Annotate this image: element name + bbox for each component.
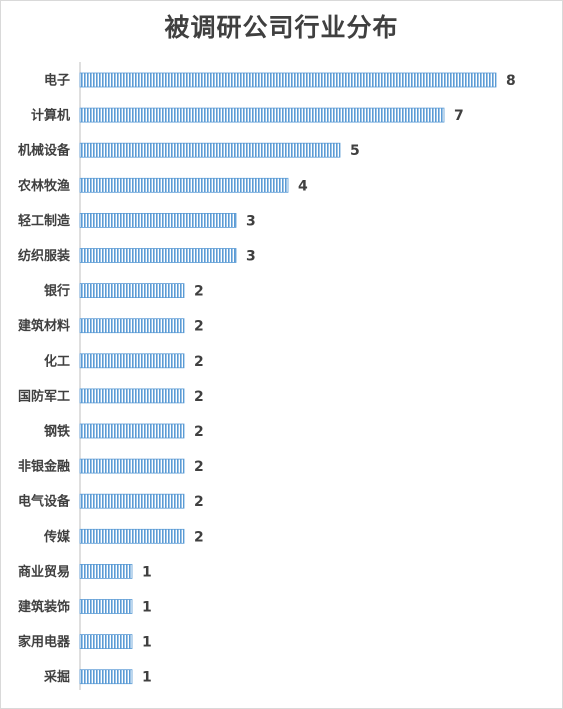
bar (79, 634, 133, 649)
category-label: 农林牧渔 (17, 178, 70, 194)
bar (79, 388, 185, 404)
data-label: 1 (142, 635, 152, 651)
category-label: 建筑装饰 (18, 599, 70, 615)
bar (79, 72, 497, 88)
bar (79, 212, 237, 228)
data-label: 2 (194, 389, 204, 405)
data-label: 5 (350, 143, 360, 159)
data-label: 2 (194, 494, 204, 510)
category-label: 机械设备 (18, 143, 71, 159)
data-label: 3 (246, 213, 256, 229)
bar (79, 142, 341, 158)
category-label: 电子 (44, 73, 70, 89)
category-label: 化工 (44, 353, 70, 369)
bar (79, 669, 133, 685)
category-label: 纺织服装 (18, 248, 70, 264)
category-label: 电气设备 (18, 494, 71, 510)
category-label: 银行 (44, 283, 70, 299)
bar (79, 493, 185, 509)
bar (79, 283, 185, 299)
bar (79, 423, 185, 439)
data-label: 2 (194, 529, 204, 545)
bar (79, 107, 445, 123)
data-label: 2 (194, 319, 204, 335)
category-label: 钢铁 (44, 424, 70, 440)
bar (79, 599, 133, 614)
data-label: 2 (194, 354, 204, 370)
bar (79, 177, 289, 193)
bar (79, 248, 237, 263)
data-label: 8 (506, 73, 516, 89)
category-label: 家用电器 (18, 634, 71, 650)
data-label: 1 (142, 564, 152, 580)
data-label: 2 (194, 284, 204, 300)
category-label: 国防军工 (18, 388, 70, 404)
data-label: 2 (194, 459, 204, 475)
bar (79, 528, 185, 544)
bar (79, 353, 185, 369)
chart-title: 被调研公司行业分布 (164, 13, 399, 42)
data-label: 1 (142, 670, 152, 686)
category-label: 传媒 (43, 529, 71, 545)
data-label: 4 (298, 178, 308, 194)
bar (79, 318, 185, 334)
category-label: 轻工制造 (18, 213, 71, 229)
data-label: 1 (142, 600, 152, 616)
data-label: 3 (246, 249, 256, 265)
category-label: 非银金融 (18, 459, 70, 475)
category-label: 商业贸易 (18, 564, 70, 580)
bar (79, 564, 133, 579)
category-label: 采掘 (43, 669, 70, 685)
data-label: 2 (194, 424, 204, 440)
bar (79, 458, 185, 474)
data-label: 7 (454, 108, 464, 124)
category-label: 建筑材料 (18, 318, 70, 334)
category-label: 计算机 (31, 108, 70, 124)
